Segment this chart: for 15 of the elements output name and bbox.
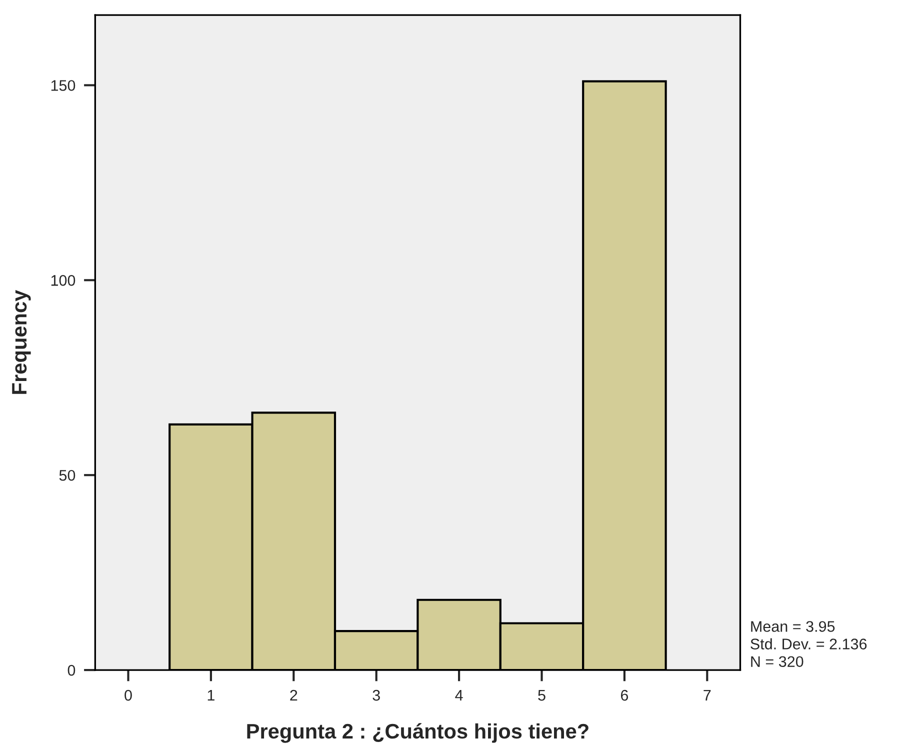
- x-tick-label: 7: [704, 690, 711, 701]
- x-tick-label: 5: [538, 690, 546, 701]
- x-tick-label: 1: [208, 690, 214, 701]
- y-tick-label: 150: [51, 80, 76, 91]
- y-axis-title: Frequency: [12, 290, 31, 394]
- x-tick-label: 2: [290, 690, 298, 701]
- y-tick-label: 50: [59, 470, 76, 481]
- x-tick-label: 3: [372, 690, 380, 701]
- x-tick-label: 0: [124, 690, 132, 701]
- y-tick-label: 0: [68, 664, 76, 676]
- text: Mean = 3.95 Std. Dev. = 2.136 N = 320: [750, 621, 867, 668]
- x-tick-label: 4: [455, 690, 463, 701]
- x-tick-label: 6: [620, 690, 628, 701]
- x-axis-title: Pregunta 2 : ¿Cuántos hijos tiene?: [247, 723, 588, 743]
- y-tick-label: 100: [51, 275, 76, 286]
